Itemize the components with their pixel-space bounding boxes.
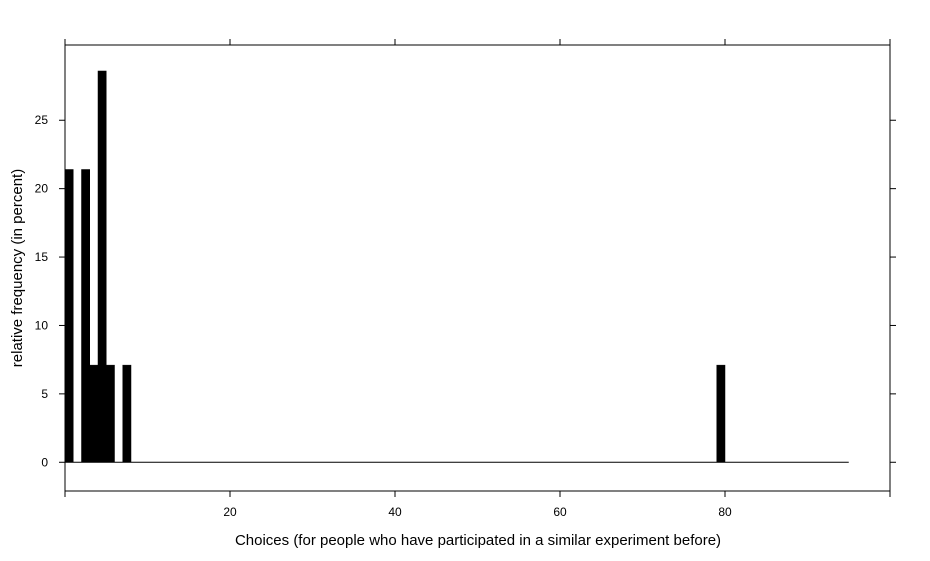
- x-axis-title: Choices (for people who have participate…: [235, 532, 721, 549]
- bar-6: [716, 364, 726, 463]
- y-tick-label-25: 25: [35, 113, 49, 127]
- bar-2: [89, 364, 99, 463]
- x-tick-label-20: 20: [223, 505, 237, 519]
- bars-group: [64, 70, 726, 463]
- ticks-group: 20 40 60 80 0 5 10 15 20 25: [35, 39, 896, 519]
- bar-3: [97, 70, 107, 463]
- x-tick-label-40: 40: [388, 505, 402, 519]
- plot-frame: [64, 44, 891, 492]
- y-tick-label-20: 20: [35, 182, 49, 196]
- bar-0: [64, 169, 74, 463]
- x-tick-label-80: 80: [718, 505, 732, 519]
- bar-5: [122, 364, 132, 463]
- y-tick-label-0: 0: [41, 455, 48, 469]
- x-tick-label-60: 60: [553, 505, 567, 519]
- bar-4: [106, 364, 115, 463]
- y-tick-label-5: 5: [41, 387, 48, 401]
- y-tick-label-10: 10: [35, 318, 49, 332]
- y-axis-title: relative frequency (in percent): [9, 169, 26, 367]
- bar-1: [81, 169, 90, 463]
- y-tick-label-15: 15: [35, 250, 49, 264]
